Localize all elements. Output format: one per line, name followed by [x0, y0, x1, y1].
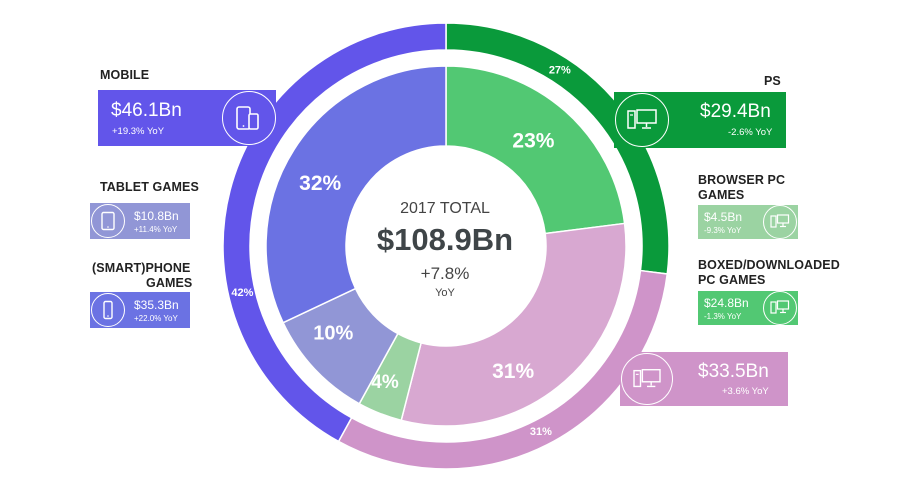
outer-slice-label: 27% [549, 65, 571, 77]
browser-pc-value-box: $4.5Bn -9.3% YoY [698, 205, 798, 239]
tablet-games-label: TABLET GAMES [100, 180, 199, 194]
browser-pc-value: $4.5Bn [704, 210, 743, 224]
boxed-pc-games-label: BOXED/DOWNLOADED PC GAMES [698, 258, 840, 287]
browser-pc-games-label: BROWSER PC GAMES [698, 173, 786, 202]
center-title: 2017 TOTAL [400, 200, 490, 217]
pc-yoy: -2.6% YoY [728, 127, 773, 138]
smartphone-yoy: +22.0% YoY [134, 314, 178, 323]
pc-value: $29.4Bn [700, 101, 771, 122]
center-total: $108.9Bn [376, 222, 514, 257]
desktop-pc-icon [763, 291, 797, 325]
inner-slice-label: 4% [371, 372, 399, 393]
console-monitor-icon [621, 353, 673, 405]
mobile-yoy: +19.3% YoY [112, 126, 165, 137]
mobile-value: $46.1Bn [111, 100, 182, 121]
console-value: $33.5Bn [698, 361, 769, 382]
inner-slice-label: 32% [299, 172, 341, 195]
inner-ring [250, 50, 642, 442]
inner-slice-label: 23% [512, 129, 554, 152]
tablet-value: $10.8Bn [134, 209, 179, 223]
boxed-pc-yoy: -1.3% YoY [704, 312, 742, 321]
pc-label: PS [764, 74, 781, 88]
boxed-pc-value: $24.8Bn [704, 296, 749, 310]
donut-hole [346, 146, 546, 346]
center-growth: +7.8% [420, 264, 470, 283]
tablet-icon [91, 204, 125, 238]
browser-monitor-icon [763, 205, 797, 239]
inner-slice-label: 31% [492, 360, 534, 383]
console-yoy: +3.6% YoY [722, 386, 769, 397]
phone-tablet-icon [222, 91, 276, 145]
outer-slice-label: 31% [530, 426, 552, 438]
desktop-pc-icon [615, 93, 669, 147]
mobile-label: MOBILE [100, 68, 150, 82]
smartphone-icon [91, 293, 125, 327]
slice-labels: 27% 31% 42% 23% 31% 4% 10% 32% [231, 65, 571, 439]
smartphone-value: $35.3Bn [134, 298, 179, 312]
browser-pc-yoy: -9.3% YoY [704, 226, 742, 235]
tablet-yoy: +11.4% YoY [134, 225, 178, 234]
smartphone-games-label: (SMART)PHONE GAMES [92, 261, 193, 290]
inner-slice-label: 10% [313, 322, 353, 344]
center-growth-label: YoY [435, 287, 455, 299]
outer-slice-label: 42% [231, 287, 253, 299]
